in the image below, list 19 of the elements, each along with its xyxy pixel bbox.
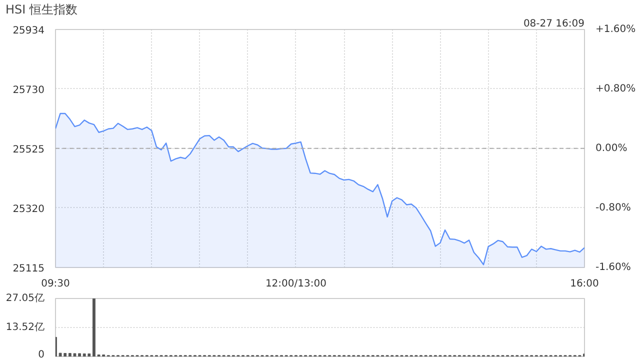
chart-title: HSI 恒生指数 [6,2,78,16]
y2-tick-label: +1.60% [596,24,636,35]
y2-tick-label: -0.80% [596,202,631,214]
x-tick-label: 09:30 [41,278,70,290]
x-tick-label: 12:00/13:00 [265,278,326,290]
y-tick-label: 25730 [12,84,44,96]
y-tick-label: 27.05亿 [6,293,45,304]
x-tick-label: 16:00 [570,278,599,290]
y2-tick-label: -1.60% [596,262,631,273]
y-tick-label: 25934 [12,26,44,36]
y-tick-label: 25525 [12,144,44,156]
bar [92,298,96,356]
y-tick-label: 25320 [12,204,44,215]
y2-tick-label: 0.00% [596,143,628,154]
y-tick-label: 13.52亿 [6,322,45,334]
y-tick-label: 0 [38,350,45,360]
y-tick-label: 25115 [12,264,44,274]
annotation: 08-27 16:09 [523,18,585,30]
y2-tick-label: +0.80% [596,84,636,94]
